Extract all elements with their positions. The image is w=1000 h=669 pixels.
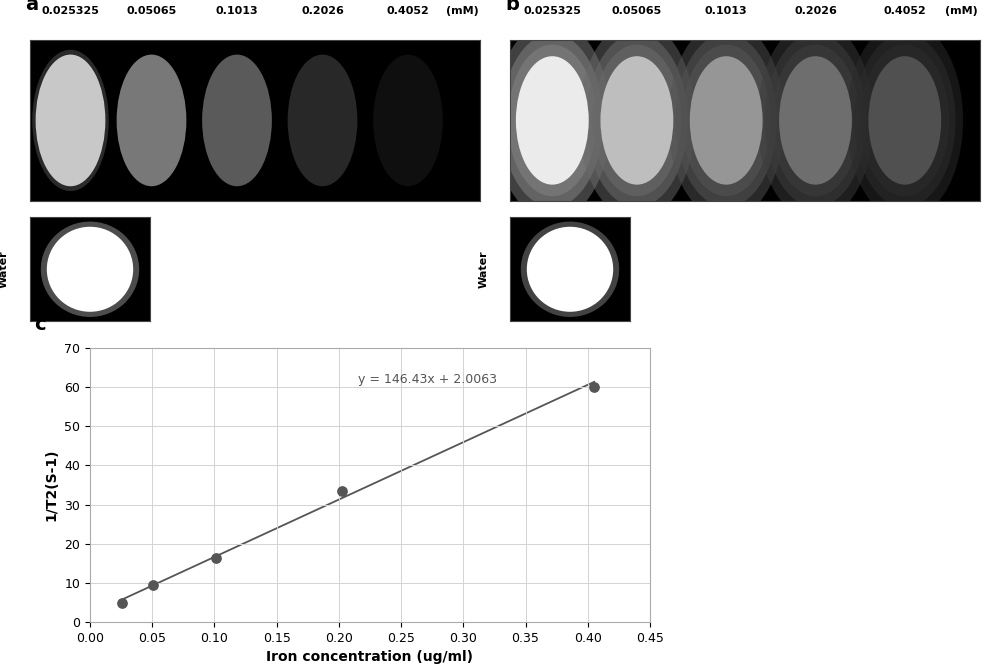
Ellipse shape — [593, 45, 681, 196]
Point — [208, 552, 224, 563]
Text: 0.2026: 0.2026 — [794, 6, 837, 16]
Text: y = 146.43x + 2.0063: y = 146.43x + 2.0063 — [358, 373, 497, 386]
Text: 0.2026: 0.2026 — [301, 6, 344, 16]
Ellipse shape — [288, 55, 357, 186]
Ellipse shape — [682, 45, 771, 196]
Ellipse shape — [854, 33, 956, 207]
Ellipse shape — [579, 21, 695, 220]
Ellipse shape — [771, 45, 860, 196]
Ellipse shape — [32, 50, 109, 191]
Text: (mM): (mM) — [945, 6, 978, 16]
Ellipse shape — [765, 33, 866, 207]
Text: (mM): (mM) — [446, 6, 478, 16]
Text: 0.05065: 0.05065 — [612, 6, 662, 16]
Text: 0.1013: 0.1013 — [705, 6, 748, 16]
Ellipse shape — [47, 227, 133, 312]
Ellipse shape — [868, 56, 941, 185]
Point — [145, 579, 161, 590]
Y-axis label: 1/T2(S-1): 1/T2(S-1) — [45, 449, 59, 521]
Text: c: c — [34, 315, 46, 334]
Ellipse shape — [36, 55, 105, 186]
Ellipse shape — [527, 227, 613, 312]
Ellipse shape — [600, 56, 673, 185]
Point — [334, 486, 350, 496]
Ellipse shape — [516, 56, 589, 185]
Ellipse shape — [202, 55, 272, 186]
Ellipse shape — [757, 21, 874, 220]
Text: 0.025325: 0.025325 — [523, 6, 581, 16]
Text: b: b — [505, 0, 519, 14]
Text: 0.05065: 0.05065 — [126, 6, 177, 16]
Text: 0.1013: 0.1013 — [216, 6, 258, 16]
Ellipse shape — [675, 33, 777, 207]
Ellipse shape — [521, 221, 619, 317]
Text: 0.4052: 0.4052 — [883, 6, 926, 16]
X-axis label: Iron concentration (ug/ml): Iron concentration (ug/ml) — [266, 650, 474, 664]
Text: Water: Water — [0, 250, 9, 288]
Ellipse shape — [847, 21, 963, 220]
Point — [586, 382, 602, 393]
Ellipse shape — [373, 55, 443, 186]
Ellipse shape — [494, 21, 611, 220]
Ellipse shape — [779, 56, 852, 185]
Ellipse shape — [690, 56, 763, 185]
Text: 0.025325: 0.025325 — [42, 6, 99, 16]
Text: 0.4052: 0.4052 — [387, 6, 429, 16]
Ellipse shape — [508, 45, 597, 196]
Ellipse shape — [117, 55, 186, 186]
Ellipse shape — [502, 33, 603, 207]
Ellipse shape — [860, 45, 949, 196]
Ellipse shape — [41, 221, 139, 317]
Text: a: a — [26, 0, 39, 14]
Ellipse shape — [668, 21, 784, 220]
Ellipse shape — [586, 33, 688, 207]
Point — [114, 597, 130, 608]
Text: Water: Water — [479, 250, 489, 288]
